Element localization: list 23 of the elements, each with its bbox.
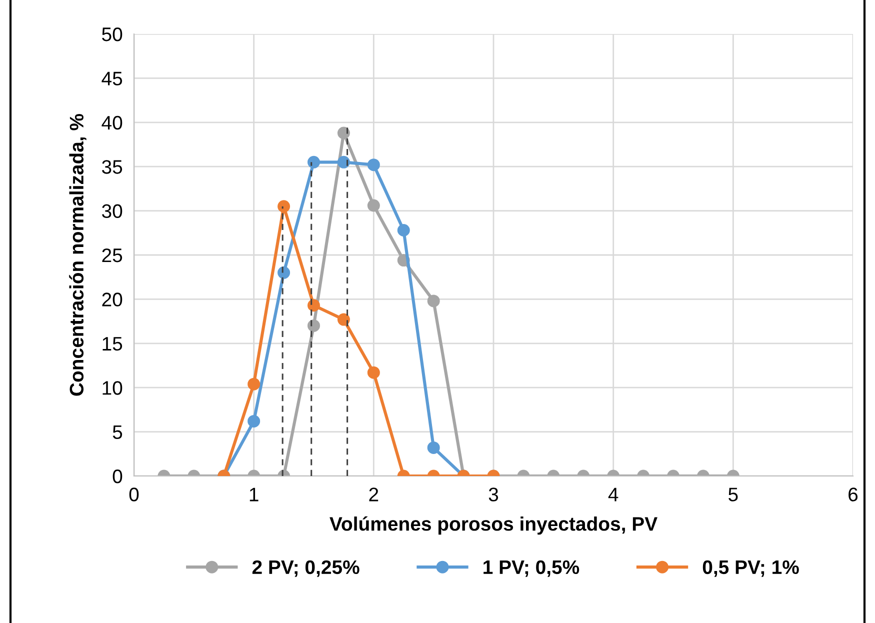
- x-tick-label: 5: [728, 488, 738, 502]
- legend-label: 0,5 PV; 1%: [702, 560, 799, 577]
- y-tick-label: 15: [102, 337, 122, 351]
- x-tick-label: 0: [129, 488, 139, 502]
- legend-label: 1 PV; 0,5%: [484, 560, 580, 577]
- y-tick-label: 5: [112, 425, 122, 440]
- y-tick-label: 50: [102, 27, 122, 42]
- x-tick-label: 4: [608, 488, 618, 502]
- y-tick-label: 0: [112, 469, 122, 484]
- x-tick-label: 3: [488, 488, 498, 502]
- y-tick-label: 10: [102, 381, 122, 395]
- x-tick-label: 1: [250, 488, 258, 502]
- y-tick-label: 40: [102, 116, 122, 130]
- y-axis-title: Concentración normalizada, %: [69, 114, 86, 396]
- y-tick-label: 45: [102, 72, 122, 86]
- y-tick-label: 35: [102, 160, 122, 174]
- x-axis-title: Volúmenes porosos inyectados, PV: [330, 516, 658, 535]
- legend-label: 2 PV; 0,25%: [252, 560, 360, 577]
- x-tick-label: 2: [369, 488, 378, 502]
- x-tick-label: 6: [848, 488, 858, 502]
- y-tick-label: 20: [102, 292, 122, 306]
- y-tick-label: 25: [102, 248, 122, 262]
- y-tick-label: 30: [102, 204, 122, 218]
